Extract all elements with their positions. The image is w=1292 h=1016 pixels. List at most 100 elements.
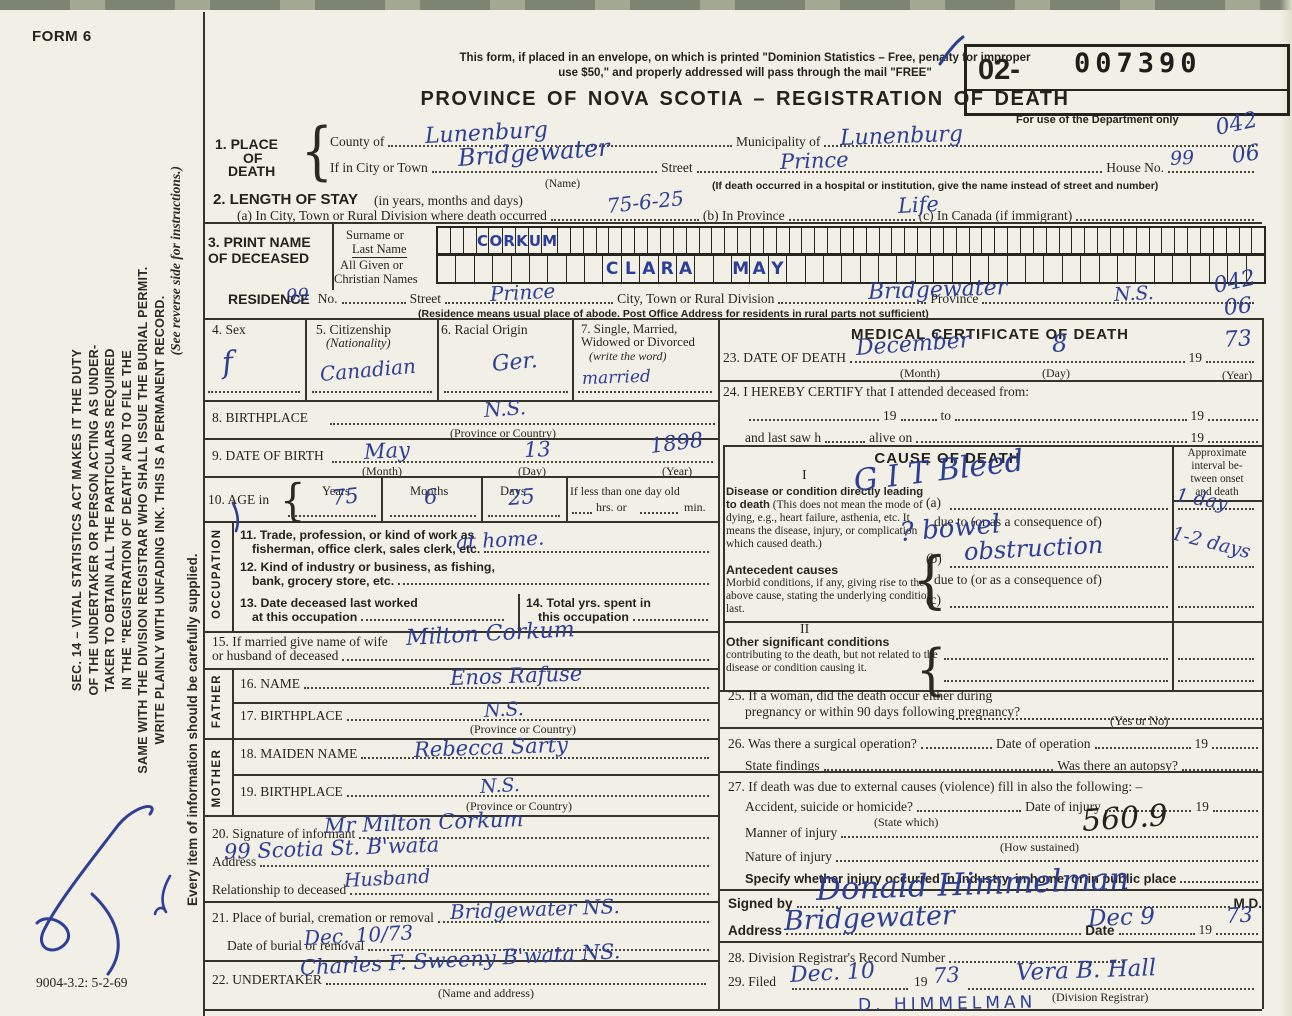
line bbox=[232, 521, 234, 631]
name-grid-cell bbox=[880, 228, 893, 253]
dotted-line bbox=[1216, 933, 1258, 935]
dotted-line bbox=[330, 423, 715, 425]
dob-year-handwriting: 1898 bbox=[648, 427, 705, 458]
name-grid-cell bbox=[1034, 228, 1047, 253]
name-grid-cell bbox=[1150, 228, 1163, 253]
pen-flourish bbox=[35, 805, 154, 976]
dotted-line bbox=[1178, 658, 1254, 660]
dob-day-handwriting: 13 bbox=[523, 437, 552, 462]
s27-manner-row: Manner of injury bbox=[745, 825, 1262, 841]
residence-no-label: No. bbox=[317, 291, 338, 306]
dotted-line bbox=[1180, 881, 1258, 883]
s1-heading-2: OF bbox=[243, 150, 263, 166]
name-grid-cell bbox=[1044, 256, 1063, 282]
stamp-box-divider bbox=[967, 47, 1287, 91]
s15-label-1: 15. If married give name of wife bbox=[212, 634, 388, 649]
line bbox=[1172, 500, 1262, 502]
s21-row: 21. Place of burial, cremation or remova… bbox=[212, 910, 713, 926]
dotted-line bbox=[952, 718, 1262, 720]
name-grid-cell bbox=[1098, 228, 1111, 253]
cause-b-handwriting: obstruction bbox=[963, 530, 1104, 566]
dob-day-note: (Day) bbox=[518, 464, 546, 478]
street-label: Street bbox=[661, 160, 693, 175]
dotted-line bbox=[1178, 606, 1254, 608]
name-grid-cell bbox=[824, 256, 843, 282]
name-grid-cell bbox=[815, 228, 829, 253]
interval-line-1: Approximate bbox=[1187, 447, 1247, 459]
name-grid-cell bbox=[841, 228, 854, 253]
age-brace: { bbox=[280, 475, 306, 527]
marital-label-2: Widowed or Divorced bbox=[581, 335, 695, 349]
dotted-line bbox=[640, 512, 678, 514]
signed-address-row: Address Date 19 bbox=[728, 922, 1262, 938]
s17-label: 17. BIRTHPLACE bbox=[240, 708, 343, 723]
s29-registrar-note: (Division Registrar) bbox=[1052, 990, 1149, 1004]
line bbox=[203, 318, 1262, 320]
name-grid-cell bbox=[451, 228, 464, 253]
s21-date-label: Date of burial or removal bbox=[227, 938, 365, 953]
signed-year-handwriting: 73 bbox=[1225, 902, 1254, 928]
dotted-line bbox=[1104, 810, 1192, 812]
line bbox=[203, 960, 718, 962]
s26-row-2: State findings Was there an autopsy? bbox=[745, 758, 1262, 774]
line bbox=[518, 594, 520, 631]
name-grid-cell bbox=[1021, 228, 1034, 253]
age-months-label: Months bbox=[410, 484, 449, 498]
residence-province-label: Province bbox=[930, 291, 979, 306]
s26-date-label: Date of operation bbox=[996, 736, 1091, 751]
dotted-line bbox=[949, 961, 1124, 963]
s27-accident-label: Accident, suicide or homicide? bbox=[745, 799, 913, 814]
dotted-line bbox=[1178, 508, 1254, 510]
dotted-line bbox=[398, 583, 709, 585]
name-grid-cell bbox=[944, 228, 957, 253]
s27-specify-row: Specify whether injury occurred in indus… bbox=[745, 871, 1262, 886]
age-hrs-label: hrs. or bbox=[596, 500, 627, 514]
marital-handwriting: married bbox=[581, 366, 652, 389]
dotted-line bbox=[388, 145, 733, 147]
dotted-line bbox=[1178, 566, 1254, 568]
birthplace-note: (Province or Country) bbox=[450, 426, 556, 440]
father-side-label: FATHER bbox=[211, 673, 223, 729]
interval-line-2: interval be- bbox=[1191, 460, 1243, 472]
dotted-line bbox=[916, 810, 1022, 812]
house-no-handwriting: 99 bbox=[1169, 146, 1195, 170]
municipality-handwriting: Lunenburg bbox=[839, 121, 964, 151]
s23-label: 23. DATE OF DEATH bbox=[723, 350, 846, 365]
line bbox=[566, 476, 568, 521]
name-grid-cell bbox=[931, 228, 944, 253]
citizenship-label-1: 5. Citizenship bbox=[316, 322, 391, 337]
dotted-line bbox=[968, 988, 1254, 990]
s27-nature-row: Nature of injury bbox=[745, 849, 1262, 865]
age-years-label: Years bbox=[322, 484, 350, 498]
name-grid-cell bbox=[802, 228, 816, 253]
cause-a-label: (a) bbox=[926, 495, 941, 510]
residence-street-label: Street bbox=[409, 291, 442, 306]
dotted-line bbox=[916, 441, 1187, 443]
occupation-side-label: OCCUPATION bbox=[211, 528, 223, 619]
line bbox=[718, 941, 1262, 943]
line bbox=[203, 438, 718, 440]
dotted-line bbox=[578, 391, 712, 393]
department-stamp-box bbox=[964, 44, 1290, 116]
name-grid-cell: A bbox=[750, 256, 769, 282]
dotted-line bbox=[304, 687, 709, 689]
name-grid-cell bbox=[1175, 228, 1189, 253]
registration-stamp-number: 007390 bbox=[1074, 48, 1202, 79]
name-grid-cell bbox=[1191, 256, 1210, 282]
name-grid-cell bbox=[897, 256, 916, 282]
s23-day-note: (Day) bbox=[1042, 366, 1070, 380]
dotted-line bbox=[312, 391, 432, 393]
birthplace-handwriting: N.S. bbox=[483, 395, 527, 422]
name-grid-cell bbox=[725, 228, 739, 253]
surname-label-2: Last Name bbox=[352, 242, 407, 258]
interval-header: Approximate interval be- tween onset and… bbox=[1174, 447, 1260, 499]
name-grid-cell: M bbox=[542, 228, 559, 253]
dotted-line bbox=[950, 566, 1168, 568]
s18-row: 18. MAIDEN NAME bbox=[240, 746, 713, 762]
cause-lead-bold: Disease or condition directly leading to… bbox=[726, 486, 924, 511]
himmelman-handwriting: D. HIMMELMAN bbox=[857, 992, 1037, 1016]
relationship-handwriting: Husband bbox=[343, 865, 431, 892]
age-less-label: If less than one day old bbox=[570, 484, 680, 498]
s11-label-1: 11. Trade, profession, or kind of work a… bbox=[240, 528, 475, 542]
cause-of-death-heading: CAUSE OF DEATH bbox=[874, 450, 1021, 467]
